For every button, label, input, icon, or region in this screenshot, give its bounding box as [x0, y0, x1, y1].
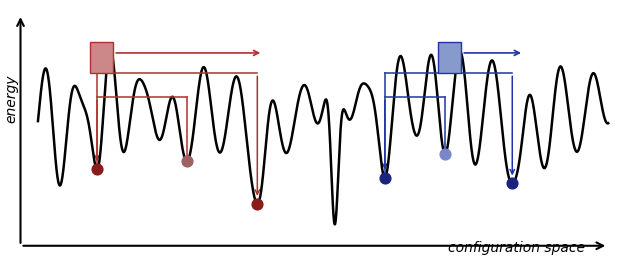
Point: [92, 167, 102, 171]
Point: [440, 152, 450, 156]
Bar: [90, 42, 114, 73]
Bar: [438, 42, 461, 73]
Point: [380, 176, 390, 180]
Text: configuration space: configuration space: [448, 241, 585, 255]
Point: [507, 181, 517, 185]
Point: [252, 202, 262, 206]
Text: energy: energy: [5, 74, 19, 123]
Point: [182, 159, 192, 163]
